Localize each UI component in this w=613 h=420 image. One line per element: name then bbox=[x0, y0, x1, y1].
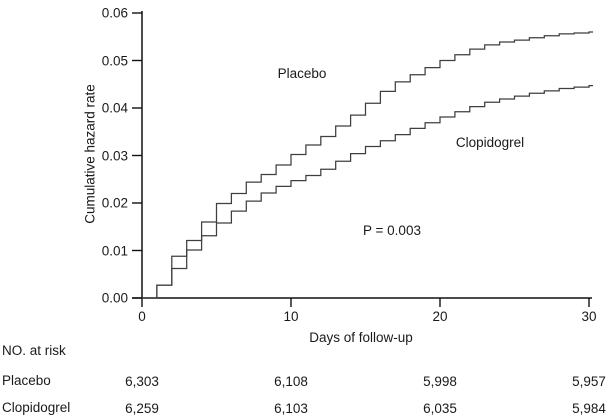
risk-count-placebo-day0: 6,303 bbox=[125, 374, 159, 389]
risk-count-clopidogrel-day0: 6,259 bbox=[125, 401, 159, 416]
risk-count-clopidogrel-day30: 5,984 bbox=[572, 401, 606, 416]
risk-row-label-placebo: Placebo bbox=[2, 373, 51, 388]
risk-count-placebo-day20: 5,998 bbox=[423, 374, 457, 389]
y-axis-title: Cumulative hazard rate bbox=[82, 84, 98, 224]
x-tick-label: 20 bbox=[432, 309, 448, 324]
risk-count-clopidogrel-day10: 6,103 bbox=[274, 401, 308, 416]
y-tick-label: 0.00 bbox=[101, 290, 128, 306]
x-tick-label: 30 bbox=[581, 309, 597, 324]
x-axis-title: Days of follow-up bbox=[309, 330, 413, 345]
curve-clopidogrel bbox=[142, 85, 593, 299]
p-value-annotation: P = 0.003 bbox=[363, 223, 421, 238]
y-tick-label: 0.05 bbox=[101, 53, 128, 68]
x-tick-label: 0 bbox=[138, 309, 146, 324]
risk-table-heading: NO. at risk bbox=[2, 343, 66, 358]
curve-placebo bbox=[142, 31, 593, 299]
risk-row-label-clopidogrel: Clopidogrel bbox=[2, 400, 71, 415]
clopidogrel-curve-label: Clopidogrel bbox=[455, 135, 525, 150]
placebo-curve-label: Placebo bbox=[277, 66, 327, 81]
risk-count-placebo-day10: 6,108 bbox=[274, 374, 308, 389]
y-tick-label: 0.02 bbox=[101, 195, 128, 211]
y-tick-label: 0.01 bbox=[101, 243, 128, 258]
y-tick-label: 0.04 bbox=[101, 100, 128, 116]
x-tick-label: 10 bbox=[283, 309, 299, 324]
risk-count-placebo-day30: 5,957 bbox=[572, 374, 606, 389]
y-tick-label: 0.03 bbox=[101, 148, 128, 163]
y-tick-label: 0.06 bbox=[101, 5, 128, 21]
risk-count-clopidogrel-day20: 6,035 bbox=[423, 401, 457, 416]
